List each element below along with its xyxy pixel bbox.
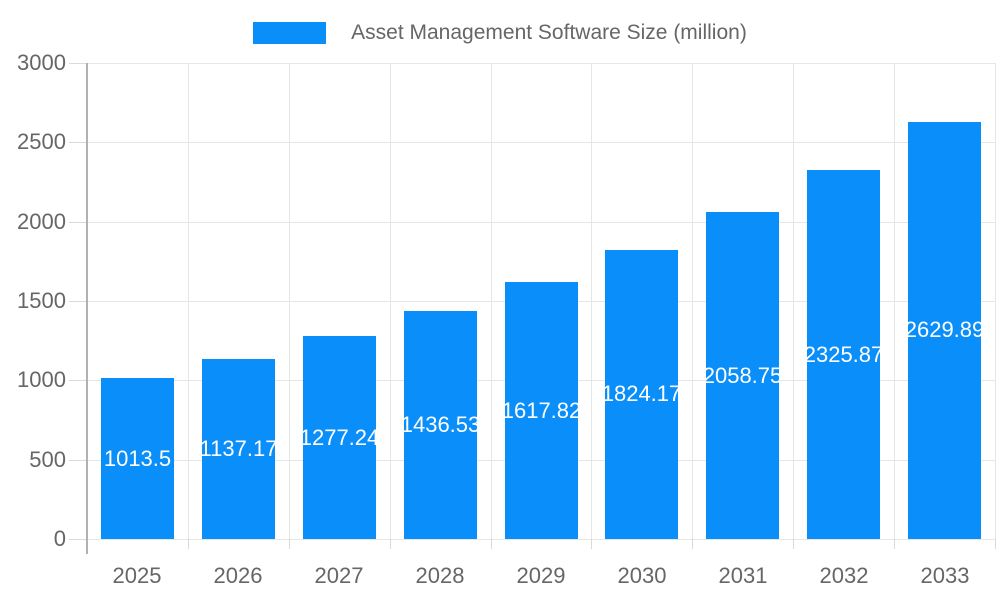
y-axis-label: 2500 [17, 129, 66, 154]
x-axis-tick [894, 539, 895, 549]
legend-label: Asset Management Software Size (million) [351, 21, 747, 44]
bar-value-label: 1824.17 [605, 381, 678, 407]
gridline-vertical [692, 63, 693, 539]
y-axis-tick [69, 539, 87, 540]
gridline-vertical [188, 63, 189, 539]
y-axis-tick [69, 142, 87, 143]
bar-value-label: 1137.17 [202, 435, 275, 461]
x-axis-label: 2026 [213, 563, 263, 588]
bar-value-label: 1617.82 [505, 397, 578, 423]
bar[interactable]: 1436.53 [404, 311, 477, 539]
x-axis-tick [289, 539, 290, 549]
y-axis-label: 0 [53, 526, 66, 551]
bar[interactable]: 2629.89 [908, 121, 981, 539]
x-axis-label: 2028 [415, 563, 465, 588]
x-axis-tick [591, 539, 592, 549]
y-axis-tick [69, 63, 87, 64]
x-axis-tick [390, 539, 391, 549]
gridline-horizontal [87, 142, 995, 143]
x-axis-tick [86, 539, 88, 554]
y-axis-tick [69, 222, 87, 223]
gridline-vertical [491, 63, 492, 539]
y-axis-tick [69, 460, 87, 461]
legend-swatch [253, 22, 327, 44]
x-axis-label: 2033 [920, 563, 970, 588]
bar[interactable]: 1617.82 [505, 282, 578, 539]
legend-item[interactable]: Asset Management Software Size (million) [0, 22, 1000, 44]
gridline-vertical [591, 63, 592, 539]
bar-value-label: 1277.24 [303, 424, 376, 450]
x-axis-tick [188, 539, 189, 549]
bar-value-label: 2629.89 [908, 317, 981, 343]
y-axis-line [86, 63, 88, 539]
bar[interactable]: 1137.17 [202, 358, 275, 539]
bar-value-label: 1436.53 [404, 412, 477, 438]
gridline-horizontal [87, 222, 995, 223]
gridline-horizontal [87, 63, 995, 64]
y-axis-label: 500 [29, 447, 66, 472]
x-axis-label: 2025 [112, 563, 162, 588]
gridline-vertical [793, 63, 794, 539]
bar-value-label: 1013.5 [103, 445, 172, 471]
x-axis-tick [491, 539, 492, 549]
x-axis-tick [692, 539, 693, 549]
bar[interactable]: 1277.24 [303, 336, 376, 539]
x-axis-label: 2032 [819, 563, 869, 588]
y-axis-label: 1000 [17, 367, 66, 392]
x-axis-tick [995, 539, 996, 549]
gridline-vertical [894, 63, 895, 539]
gridline-vertical [289, 63, 290, 539]
x-axis-label: 2027 [314, 563, 364, 588]
y-axis-tick [69, 301, 87, 302]
gridline-horizontal [87, 539, 995, 540]
bar[interactable]: 1013.5 [101, 378, 174, 539]
x-axis-label: 2030 [617, 563, 667, 588]
bar[interactable]: 2325.87 [807, 170, 880, 539]
x-axis-label: 2029 [516, 563, 566, 588]
gridline-vertical [995, 63, 996, 539]
y-axis-tick [69, 380, 87, 381]
bar[interactable]: 1824.17 [605, 249, 678, 539]
bar-value-label: 2325.87 [807, 341, 880, 367]
bar[interactable]: 2058.75 [706, 212, 779, 539]
y-axis-label: 1500 [17, 288, 66, 313]
bar-value-label: 2058.75 [706, 362, 779, 388]
y-axis-label: 2000 [17, 209, 66, 234]
gridline-vertical [390, 63, 391, 539]
x-axis-tick [793, 539, 794, 549]
x-axis-label: 2031 [718, 563, 768, 588]
y-axis-label: 3000 [17, 50, 66, 75]
